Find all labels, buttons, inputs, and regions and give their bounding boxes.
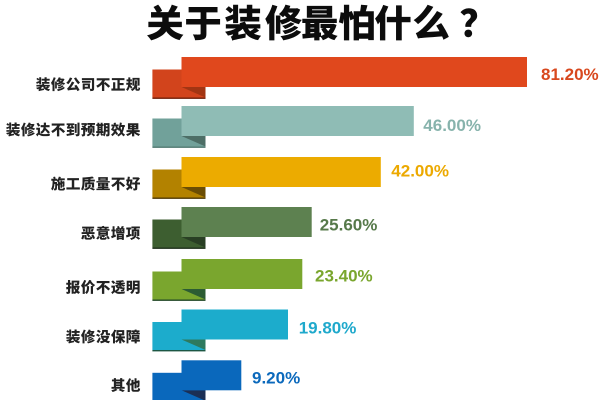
- svg-text:46.00%: 46.00%: [423, 116, 481, 135]
- svg-text:9.20%: 9.20%: [252, 368, 300, 387]
- svg-text:19.80%: 19.80%: [299, 318, 357, 337]
- svg-text:81.20%: 81.20%: [541, 65, 599, 84]
- svg-text:25.60%: 25.60%: [320, 215, 378, 234]
- svg-text:42.00%: 42.00%: [391, 162, 449, 181]
- svg-text:23.40%: 23.40%: [315, 267, 373, 286]
